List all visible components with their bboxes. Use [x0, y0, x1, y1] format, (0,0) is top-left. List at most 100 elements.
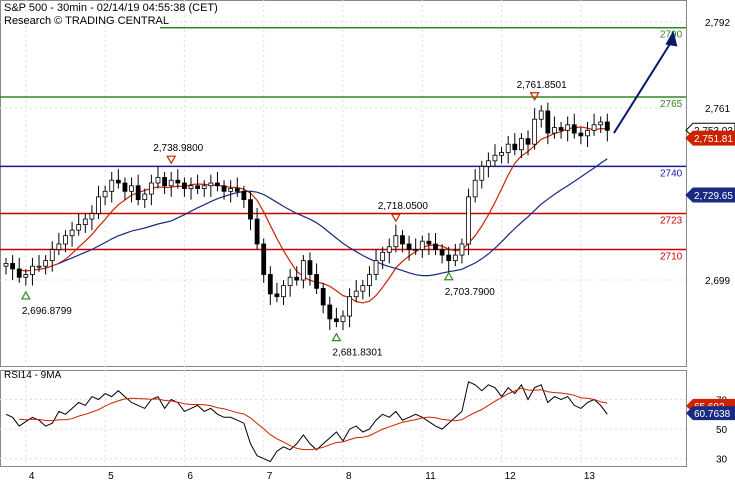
candle-body — [578, 132, 584, 137]
low-marker-icon — [443, 271, 454, 281]
candle-body — [115, 179, 121, 184]
rsi-panel-frame — [0, 370, 687, 467]
candle-body — [168, 179, 174, 187]
candle-body — [23, 274, 29, 278]
moving-averages — [19, 126, 608, 304]
rsi-panel — [5, 381, 608, 463]
candle-body — [188, 185, 194, 189]
candle-body — [499, 152, 504, 156]
candle-body — [347, 296, 353, 317]
high-marker-icon — [529, 92, 540, 101]
candle-body — [320, 287, 326, 306]
candle-body — [552, 127, 557, 134]
rsi-line — [5, 381, 608, 463]
axis: 456781112132,7922,7612,6992,753.032,751.… — [29, 18, 735, 480]
ma-slow-line — [58, 158, 608, 277]
candle-body — [400, 235, 405, 245]
candle-body — [215, 182, 220, 187]
candle-body — [472, 179, 478, 198]
level-label: 2723 — [660, 216, 683, 227]
candle-body — [69, 229, 75, 237]
price-annotations: 2,696.8799 2,738.9800 2,681.8301 2,718.0500… — [20, 30, 678, 359]
rsi-y-tick-label: 30 — [716, 455, 728, 466]
x-tick-label: 12 — [505, 471, 517, 480]
candle-body — [433, 243, 438, 250]
candle-body — [267, 274, 273, 295]
candle-body — [182, 182, 187, 189]
candle-body — [109, 179, 115, 192]
candle-body — [135, 185, 141, 201]
candle-body — [485, 160, 491, 167]
candle-body — [76, 224, 82, 231]
candle-body — [333, 318, 339, 323]
y-tick-label: 2,761 — [705, 104, 730, 115]
candle-body — [426, 240, 432, 245]
candle-body — [413, 249, 419, 251]
rsi-y-tick-label: 50 — [716, 425, 728, 436]
candle-body — [274, 293, 280, 298]
candle-body — [532, 118, 538, 145]
candle-body — [261, 243, 267, 275]
high-marker-icon — [390, 213, 401, 223]
candle-body — [96, 196, 101, 214]
candle-body — [591, 124, 597, 131]
candle-body — [228, 188, 234, 192]
candle-body — [221, 185, 227, 192]
candle-body — [466, 196, 471, 245]
candle-body — [281, 285, 286, 298]
candle-body — [452, 254, 458, 262]
candle-body — [148, 182, 154, 195]
candle-body — [492, 154, 498, 162]
candle-body — [162, 177, 167, 187]
price-tag-label: 2,751.81 — [694, 134, 733, 145]
x-tick-label: 6 — [187, 471, 193, 480]
low-label: 2,696.8799 — [22, 306, 72, 317]
low-label: 2,703.7900 — [445, 287, 495, 298]
candle-body — [294, 276, 300, 281]
candle-body — [459, 243, 465, 256]
candle-body — [367, 274, 372, 286]
rsi-title: RSI14 - 9MA — [4, 370, 62, 381]
candle-body — [565, 124, 571, 131]
candle-body — [406, 243, 412, 250]
x-tick-label: 13 — [584, 471, 596, 480]
rsi-tag — [686, 406, 735, 421]
candle-body — [49, 249, 55, 262]
candle-body — [505, 143, 511, 153]
x-tick-label: 5 — [108, 471, 114, 480]
candle-body — [16, 268, 22, 278]
candle-body — [525, 138, 531, 145]
x-tick-label: 4 — [29, 471, 35, 480]
candles — [3, 102, 610, 330]
candle-body — [300, 260, 306, 281]
grid — [0, 0, 687, 467]
level-label: 2740 — [660, 168, 683, 179]
candle-body — [512, 143, 518, 151]
candle-body — [248, 199, 253, 220]
candle-body — [129, 185, 134, 192]
candle-body — [56, 243, 62, 250]
candle-body — [208, 182, 214, 187]
y-tick-label: 2,699 — [705, 276, 730, 287]
candle-body — [287, 276, 293, 286]
level-label: 2765 — [660, 99, 683, 110]
candle-body — [585, 129, 590, 137]
candle-body — [142, 193, 148, 201]
high-label: 2,738.9800 — [153, 143, 203, 154]
candle-body — [446, 254, 452, 262]
candle-body — [604, 121, 610, 131]
candle-body — [155, 177, 161, 184]
candle-body — [538, 110, 544, 120]
candle-body — [314, 274, 319, 289]
candle-body — [63, 235, 68, 245]
candle-body — [307, 260, 313, 275]
candle-body — [36, 265, 42, 268]
candle-body — [43, 260, 49, 267]
candle-body — [102, 190, 108, 198]
candle-body — [201, 185, 207, 189]
candle-body — [327, 304, 333, 320]
candle-body — [10, 263, 16, 270]
candle-body — [380, 251, 386, 262]
candle-body — [439, 249, 445, 256]
